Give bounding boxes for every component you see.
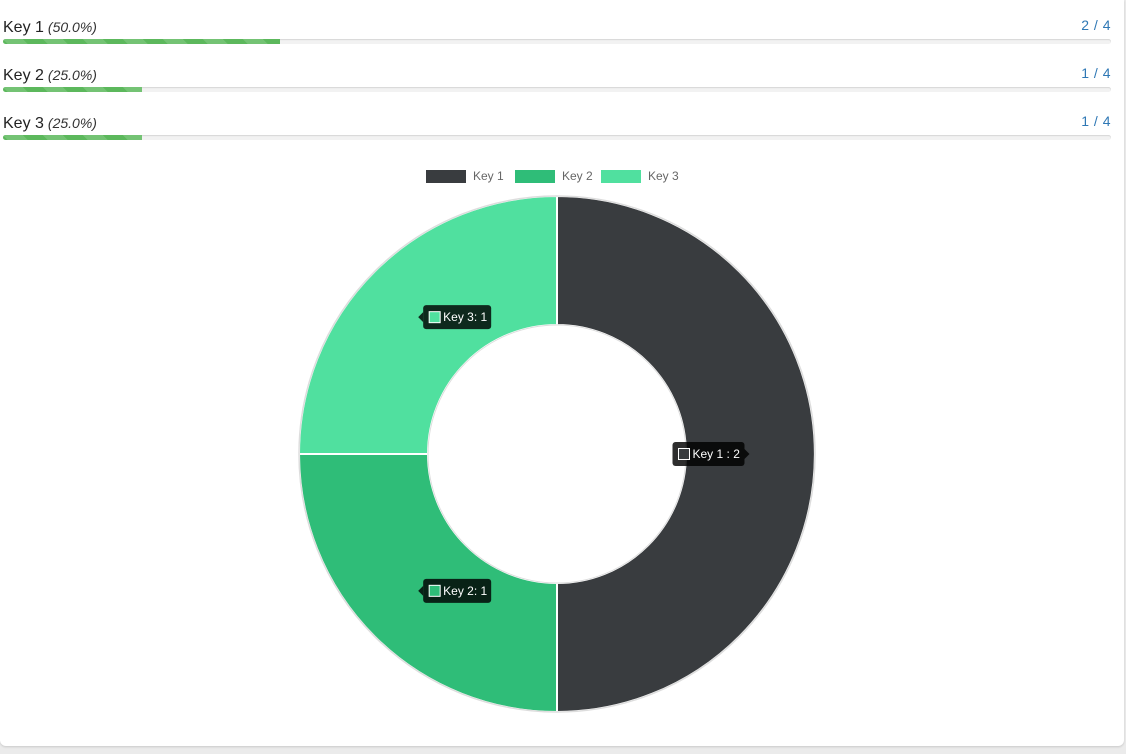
stat-label: Key 2 (25.0%) xyxy=(3,67,97,85)
data-tooltip: Key 1 : 2 xyxy=(672,442,750,466)
progress-track xyxy=(3,135,1111,140)
stat-count-link[interactable]: 2 / 4 xyxy=(1081,17,1111,33)
tooltip-box xyxy=(672,442,745,466)
stat-row-key-3: Key 3 (25.0%) 1 / 4 xyxy=(3,113,1111,145)
tooltip-caret xyxy=(418,312,424,323)
tooltip-swatch xyxy=(678,448,690,460)
stat-count-link[interactable]: 1 / 4 xyxy=(1081,113,1111,129)
tooltip-caret xyxy=(744,449,750,459)
tooltip-label: Key 1 : 2 xyxy=(693,447,741,461)
legend-label: Key 3 xyxy=(648,169,679,183)
stat-key-name: Key 1 xyxy=(3,19,44,36)
data-tooltip: Key 3: 1 xyxy=(418,305,492,330)
legend-label: Key 1 xyxy=(473,169,504,183)
tooltip-label: Key 3: 1 xyxy=(443,310,487,324)
stat-key-name: Key 3 xyxy=(3,115,44,132)
legend-swatch xyxy=(515,170,555,183)
doughnut-outline xyxy=(298,195,816,713)
legend-item[interactable]: Key 2 xyxy=(515,169,593,183)
legend-swatch xyxy=(601,170,641,183)
stat-row-key-2: Key 2 (25.0%) 1 / 4 xyxy=(3,65,1111,97)
progress-track xyxy=(3,39,1111,44)
tooltip-label: Key 2: 1 xyxy=(443,584,487,598)
stat-label: Key 3 (25.0%) xyxy=(3,115,97,133)
stat-percent: (25.0%) xyxy=(47,67,97,83)
stat-key-name: Key 2 xyxy=(3,67,44,84)
legend-item[interactable]: Key 1 xyxy=(426,169,504,183)
tooltip-swatch xyxy=(428,584,441,597)
stat-percent: (25.0%) xyxy=(47,115,97,131)
progress-fill xyxy=(3,39,280,44)
stat-count-link[interactable]: 1 / 4 xyxy=(1081,65,1111,81)
progress-fill xyxy=(3,87,142,92)
progress-fill xyxy=(3,135,142,140)
stat-label: Key 1 (50.0%) xyxy=(3,19,97,37)
stat-row-key-1: Key 1 (50.0%) 2 / 4 xyxy=(3,17,1111,49)
data-tooltip: Key 2: 1 xyxy=(418,578,492,603)
legend-swatch xyxy=(426,170,466,183)
legend-label: Key 2 xyxy=(562,169,593,183)
progress-track xyxy=(3,87,1111,92)
legend-item[interactable]: Key 3 xyxy=(601,169,679,183)
tooltip-caret xyxy=(418,585,424,596)
doughnut-inner-outline xyxy=(427,324,687,584)
stat-percent: (50.0%) xyxy=(47,19,97,35)
tooltip-swatch xyxy=(428,311,441,324)
